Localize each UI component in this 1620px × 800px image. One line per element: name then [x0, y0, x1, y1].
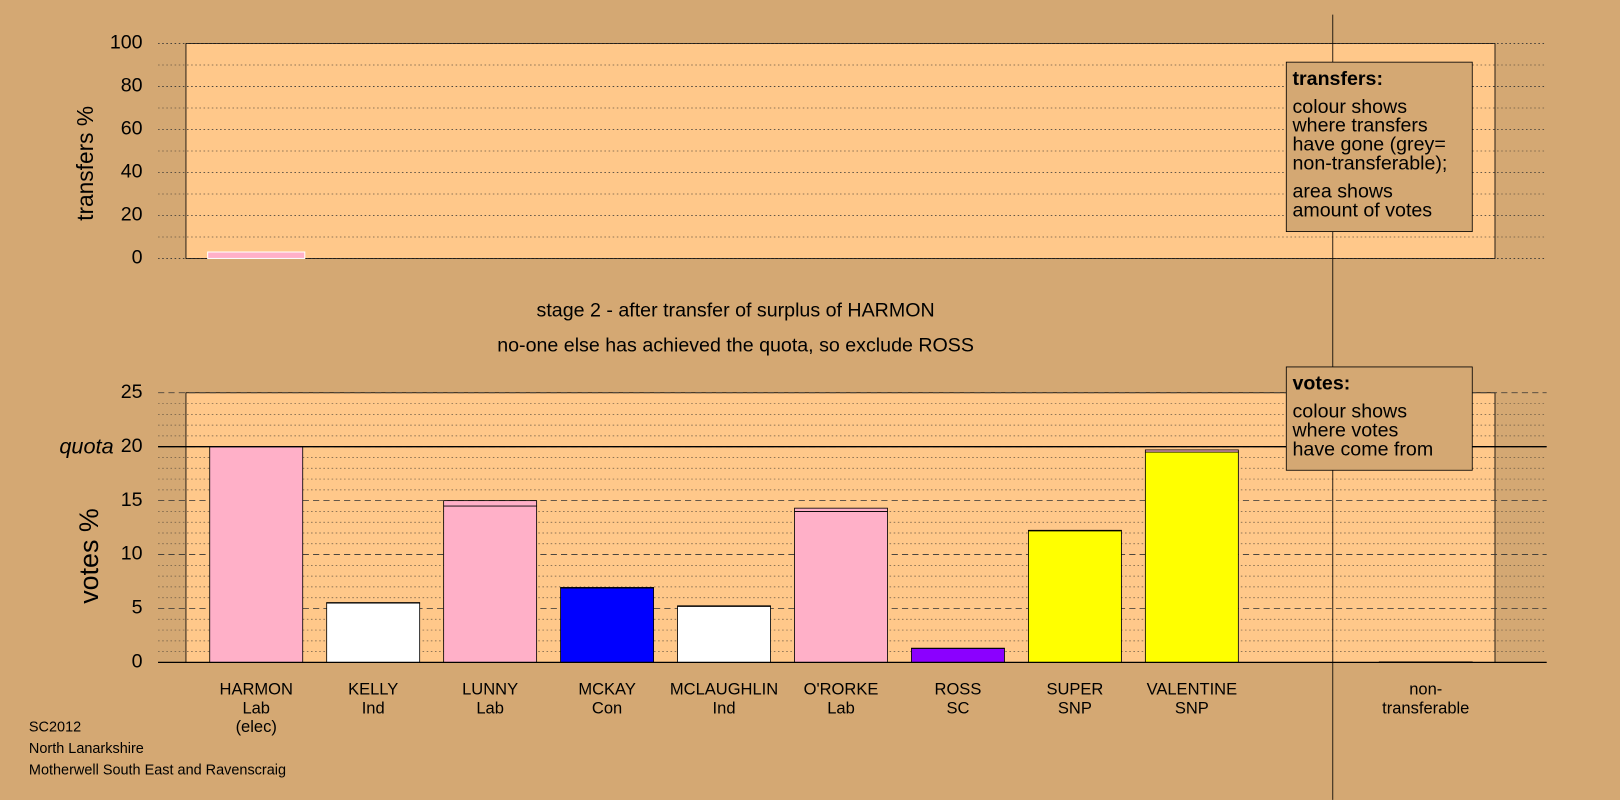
y-axis-label: transfers %: [72, 106, 98, 221]
x-tick-label: KELLY: [348, 680, 398, 699]
y-axis-label: votes %: [74, 508, 104, 604]
y-tick-label: 80: [121, 75, 143, 97]
legend-title: transfers:: [1292, 68, 1383, 90]
y-tick-label: 0: [132, 247, 143, 269]
bar-segment: [677, 605, 771, 663]
y-tick-label: 15: [121, 489, 143, 511]
y-tick-label: 25: [121, 381, 143, 403]
stage-note: no-one else has achieved the quota, so e…: [497, 334, 974, 356]
bar-segment: [560, 587, 654, 589]
bar-segment: [443, 505, 538, 663]
bar-segment: [443, 500, 538, 507]
x-tick-label: transferable: [1382, 698, 1469, 717]
bar-segment: [560, 587, 654, 663]
bar: [207, 251, 306, 259]
bar-segment: [677, 605, 771, 607]
x-tick-label: Con: [592, 698, 622, 717]
x-tick-label: non-: [1409, 680, 1442, 699]
x-tick-label: (elec): [236, 717, 277, 736]
legend-text: have gone (grey=: [1292, 134, 1445, 156]
x-tick-label: VALENTINE: [1147, 680, 1238, 699]
bar-segment: [911, 647, 1005, 663]
y-tick-label: 40: [121, 161, 143, 183]
legend-text: amount of votes: [1292, 200, 1432, 222]
legend-text: where votes: [1291, 419, 1398, 441]
legend-text: where transfers: [1291, 115, 1427, 137]
y-tick-label: 5: [132, 597, 143, 619]
stage-note: stage 2 - after transfer of surplus of H…: [537, 299, 935, 321]
legend-text: non-transferable);: [1292, 153, 1447, 175]
legend-box: [1285, 366, 1473, 471]
x-tick-label: SUPER: [1046, 680, 1103, 699]
legend-title: votes:: [1292, 373, 1350, 395]
x-tick-label: SC: [946, 698, 969, 717]
x-tick-label: O'RORKE: [804, 680, 879, 699]
x-tick-label: MCKAY: [578, 680, 636, 699]
legend-box: [1285, 61, 1473, 233]
x-tick-label: Lab: [827, 698, 855, 717]
x-tick-label: SNP: [1058, 698, 1092, 717]
bar-segment: [1144, 449, 1239, 453]
bar-segment: [1027, 530, 1122, 663]
x-tick-label: Ind: [362, 698, 385, 717]
x-tick-label: HARMON: [220, 680, 293, 699]
x-tick-label: Lab: [476, 698, 504, 717]
bar-segment: [794, 507, 888, 512]
y-tick-label: 60: [121, 118, 143, 140]
bar-segment: [209, 446, 304, 663]
bar-segment: [326, 602, 421, 663]
y-tick-label: 10: [121, 543, 143, 565]
legend-text: colour shows: [1292, 96, 1407, 118]
bar-segment: [1027, 529, 1122, 532]
x-tick-label: LUNNY: [462, 680, 518, 699]
legend-text: area shows: [1292, 181, 1393, 203]
footer: Motherwell South East and Ravenscraig: [29, 763, 286, 779]
bar-segment: [794, 511, 888, 663]
bar-segment: [1144, 451, 1239, 663]
footer: SC2012: [29, 719, 81, 735]
x-tick-label: SNP: [1175, 698, 1209, 717]
x-tick-label: Ind: [713, 698, 736, 717]
x-tick-label: ROSS: [935, 680, 982, 699]
y-tick-label: 100: [110, 32, 143, 54]
y-tick-label: 0: [132, 651, 143, 673]
x-tick-label: MCLAUGHLIN: [670, 680, 778, 699]
legend-text: colour shows: [1292, 401, 1407, 423]
quota-label: quota: [59, 433, 113, 458]
bar-segment: [326, 602, 421, 604]
x-tick-label: Lab: [242, 698, 270, 717]
footer: North Lanarkshire: [29, 741, 144, 757]
y-tick-label: 20: [121, 435, 143, 457]
legend-text: have come from: [1292, 438, 1433, 460]
y-tick-label: 20: [121, 204, 143, 226]
